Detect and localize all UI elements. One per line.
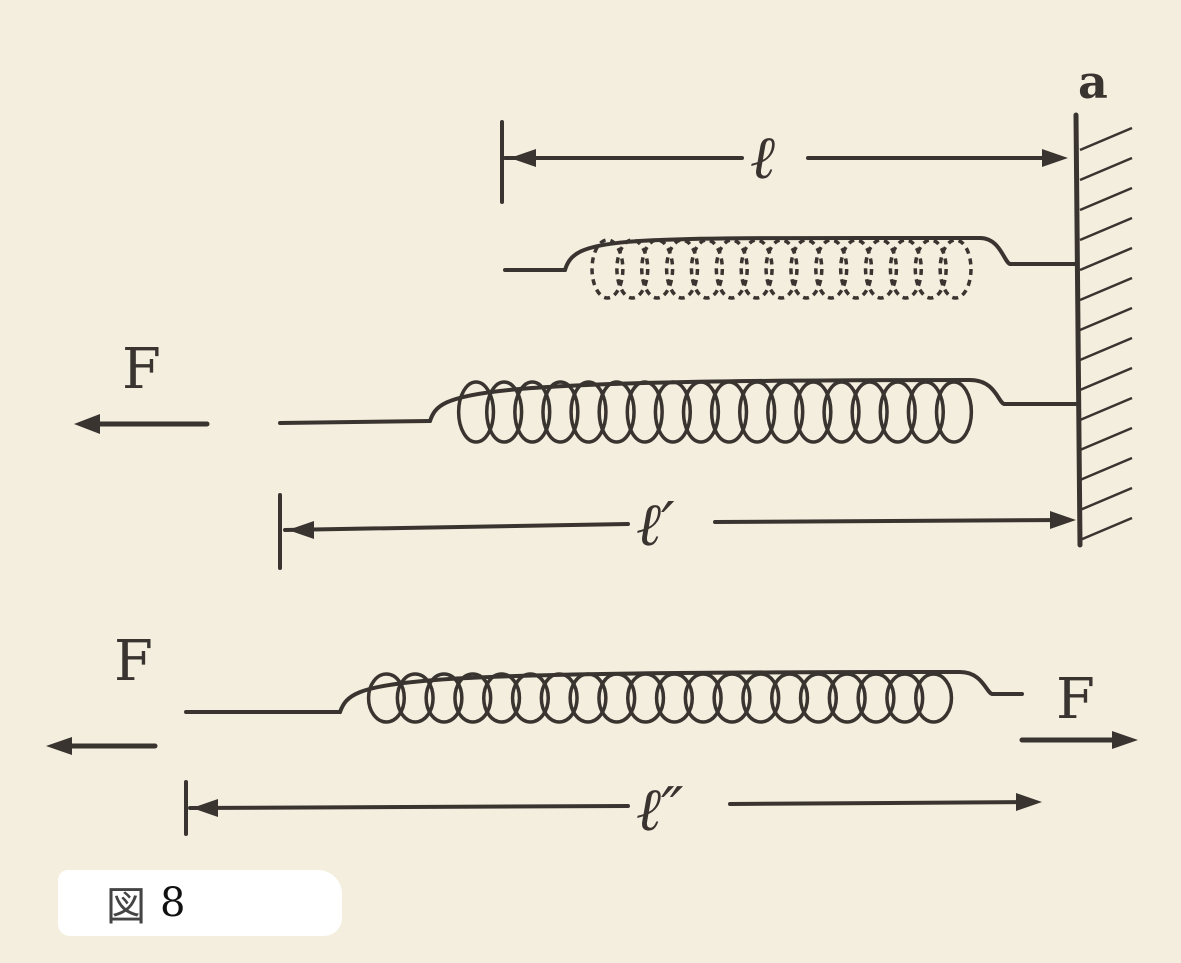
dimension-l-prime: ℓ′ [278, 490, 1076, 570]
spring-coil-loop [798, 672, 839, 724]
spring-coil-loop [838, 238, 874, 300]
spring-coil-loop [934, 380, 974, 444]
spring-natural [503, 235, 1077, 300]
force-label-free-left: F [114, 629, 153, 694]
spring-coil-loop [764, 238, 799, 300]
spring-coil-loop [625, 672, 666, 724]
spring-coil-loop [739, 238, 774, 300]
arrowhead-right [1042, 149, 1068, 167]
force-wall-case: F [74, 337, 210, 434]
force-arrowhead-left [46, 737, 72, 755]
spring-coil-loop [513, 380, 552, 444]
spring-coil-loop [789, 238, 824, 300]
spring-coil-loop [888, 238, 924, 300]
spring-coil-loop [654, 672, 695, 724]
figure-number: 8 [160, 880, 186, 926]
spring-coil-loop [615, 238, 650, 300]
spring-coil-loop [681, 380, 721, 444]
arrowhead-right [1050, 511, 1076, 529]
spring-coil-loop [938, 238, 973, 300]
force-arrowhead-left [74, 414, 100, 434]
spring-coil-loop [913, 672, 954, 724]
spring-coil-loop [766, 380, 805, 444]
spring-coil-loop [484, 380, 524, 444]
arrowhead-left [510, 149, 536, 167]
wall: a [1073, 55, 1133, 548]
length-label-l: ℓ [750, 123, 775, 193]
spring-coil-loop [689, 238, 725, 300]
spring-coil-loop [769, 672, 810, 724]
spring-coil-loop [822, 380, 861, 444]
spring-coil-loop [366, 672, 407, 724]
figure-mark: 図 [106, 884, 146, 930]
spring-coil-loop [510, 672, 551, 724]
dimension-l-double-prime: ℓ″ [184, 775, 1042, 845]
spring-coil-loop [481, 672, 522, 724]
spring-coil-loop [625, 380, 664, 444]
spring-coil-loop [568, 672, 608, 724]
spring-coil-loop [597, 380, 636, 444]
spring-coil-loop [913, 238, 948, 300]
spring-coil-loop [850, 380, 889, 444]
force-free-right: F [1019, 667, 1138, 749]
spring-coil-loop [878, 380, 917, 444]
spring-coil-loop [453, 672, 493, 724]
spring-coil-loop [709, 380, 749, 444]
spring-coils-wall-stretched [456, 380, 974, 444]
force-label-wall-case: F [122, 337, 161, 402]
spring-coil-loop [683, 672, 723, 724]
spring-coil-loop [597, 672, 637, 724]
spring-coil-loop [664, 238, 700, 300]
dimension-l: ℓ [500, 120, 1068, 204]
spring-coil-loop [539, 672, 579, 724]
length-label-l-double-prime: ℓ″ [636, 775, 684, 845]
spring-coil-loop [456, 380, 496, 444]
spring-coils-free-stretched [366, 672, 954, 724]
spring-coil-loop [569, 380, 608, 444]
arrowhead-left [288, 521, 314, 539]
wall-hatching [1079, 126, 1133, 542]
spring-free-stretched [184, 670, 1024, 724]
spring-coil-loop [714, 238, 749, 300]
length-label-l-prime: ℓ′ [636, 490, 675, 560]
force-arrowhead-right [1112, 731, 1138, 749]
force-label-free-right: F [1056, 667, 1095, 732]
spring-coil-loop [590, 238, 625, 300]
spring-coil-loop [541, 380, 580, 444]
force-free-left: F [46, 629, 158, 755]
spring-coil-loop [712, 672, 752, 724]
spring-coil-loop [814, 238, 849, 300]
figure-caption: 図 8 [58, 870, 342, 936]
spring-coil-loop [794, 380, 833, 444]
spring-coils-natural [590, 238, 973, 300]
spring-coil-loop [885, 672, 925, 724]
wall-label: a [1078, 55, 1108, 109]
spring-coil-loop [827, 672, 867, 724]
spring-coil-loop [639, 238, 675, 300]
spring-wall-stretched [278, 378, 1078, 444]
spring-coil-loop [395, 672, 435, 724]
spring-coil-loop [741, 672, 781, 724]
arrowhead-left [192, 799, 218, 817]
spring-coil-loop [424, 672, 464, 724]
arrowhead-right [1016, 793, 1042, 811]
spring-coil-loop [653, 380, 693, 444]
spring-coil-loop [906, 380, 946, 444]
spring-coil-loop [863, 238, 899, 300]
spring-coil-loop [856, 672, 896, 724]
spring-coil-loop [737, 380, 777, 444]
